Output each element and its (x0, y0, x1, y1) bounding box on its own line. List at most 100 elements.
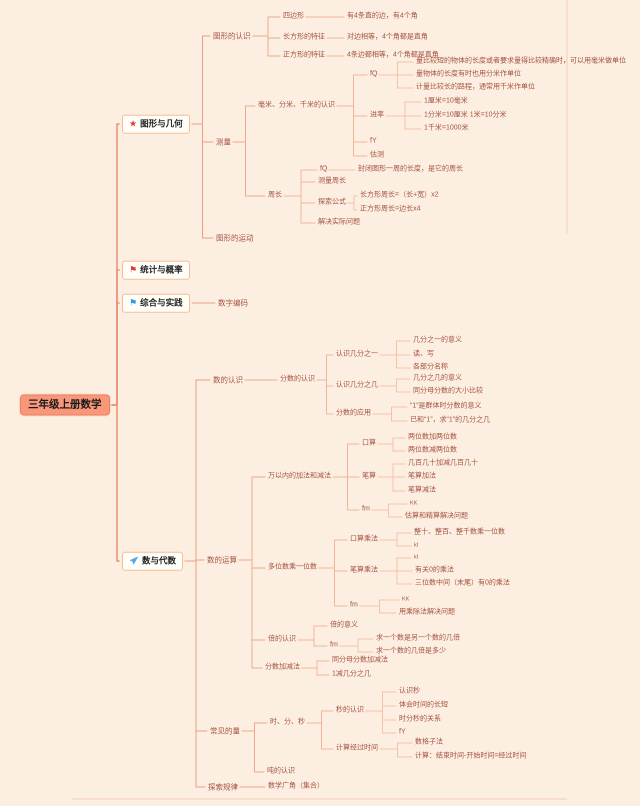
mindmap-node[interactable]: “1”是群体时分数的意义 (410, 403, 482, 412)
branch-node[interactable]: ⚑ 综合与实践 (122, 293, 190, 313)
mindmap-node[interactable]: 用乘除法解决问题 (399, 609, 455, 618)
mindmap-node[interactable]: 时分秒的关系 (399, 716, 441, 725)
mindmap-node[interactable]: 已和“1”，求“1”的几分之几 (410, 417, 490, 426)
mindmap-node[interactable]: 长方形周长=（长+宽）x2 (360, 192, 439, 201)
mindmap-node[interactable]: 笔算乘法 (350, 567, 378, 576)
mindmap-node[interactable]: 分数的应用 (336, 410, 371, 419)
mindmap-node[interactable]: 计算经过时间 (336, 745, 378, 754)
node-label: fY (370, 137, 377, 145)
mindmap-node[interactable]: 毫米、分米、千米的认识 (258, 102, 335, 111)
mindmap-node[interactable]: 求一个数是另一个数的几倍 (376, 635, 460, 644)
branch-node[interactable]: ⚑ 统计与概率 (122, 260, 190, 280)
mindmap-node[interactable]: 各部分名称 (413, 364, 448, 373)
mindmap-node[interactable]: 测量 (216, 137, 231, 146)
mindmap-node[interactable]: fm (350, 602, 358, 611)
mindmap-node[interactable]: 计量比较长的路程，通常用千米作单位 (416, 84, 535, 93)
mindmap-node[interactable]: 认识秒 (399, 688, 420, 697)
connector-line (336, 105, 368, 157)
mindmap-node[interactable]: fY (370, 138, 377, 147)
mindmap-node[interactable]: KK (410, 501, 417, 508)
mindmap-node[interactable]: 有4条直的边，有4个角 (347, 13, 418, 22)
mindmap-node[interactable]: 笔算 (362, 473, 376, 482)
mindmap-node[interactable]: 有关0的乘法 (415, 567, 454, 576)
mindmap-node[interactable]: fm (330, 642, 338, 651)
mindmap-node[interactable]: 时、分、秒 (270, 719, 305, 728)
mindmap-node[interactable]: 分数加减法 (265, 664, 300, 673)
red-flag-icon: ⚑ (129, 264, 138, 275)
mindmap-node[interactable]: kI (414, 543, 418, 550)
mindmap-node[interactable]: 万以内的加法和减法 (268, 473, 331, 482)
mindmap-node[interactable]: 进率 (370, 112, 384, 121)
mindmap-node[interactable]: 正方形周长=边长x4 (360, 206, 420, 215)
mindmap-node[interactable]: 正方形的特征 (283, 52, 325, 61)
mindmap-node[interactable]: 多位数乘一位数 (268, 564, 317, 573)
mindmap-node[interactable]: 求一个数的几倍是多少 (376, 648, 446, 657)
mindmap-node[interactable]: 数字编码 (218, 298, 248, 307)
mindmap-node[interactable]: 周长 (268, 192, 282, 201)
mindmap-node[interactable]: 对边相等，4个角都是直角 (347, 34, 428, 43)
mindmap-node[interactable]: 吨的认识 (267, 768, 295, 777)
mindmap-node[interactable]: 两位数加两位数 (408, 434, 457, 443)
mindmap-node[interactable]: 图形的认识 (213, 31, 251, 40)
mindmap-node[interactable]: 量比较短的物体的长度或者要求量得比较精确时，可以用毫米做单位 (416, 58, 626, 67)
node-label: 量物体的长度有时也用分米作单位 (416, 70, 521, 78)
mindmap-node[interactable]: 倍的意义 (330, 622, 358, 631)
mindmap-node[interactable]: 认识几分之几 (336, 382, 378, 391)
mindmap-node[interactable]: 数格子法 (415, 739, 443, 748)
mindmap-node[interactable]: 量物体的长度有时也用分米作单位 (416, 71, 521, 80)
mindmap-node[interactable]: 估算和精算解决问题 (405, 513, 468, 522)
branch-node[interactable]: 数与代数 (122, 551, 184, 571)
mindmap-node[interactable]: 四边形 (283, 13, 304, 22)
mindmap-node[interactable]: fm (362, 506, 370, 515)
mindmap-node[interactable]: 封闭图形一周的长度，是它的周长 (358, 166, 463, 175)
mindmap-node[interactable]: 笔算减法 (408, 487, 436, 496)
mindmap-node[interactable]: fY (399, 729, 406, 738)
mindmap-node[interactable]: 分数的认识 (280, 376, 315, 385)
mindmap-node[interactable]: 口算 (362, 440, 376, 449)
mindmap-node[interactable]: KK (402, 597, 409, 604)
node-label: fY (399, 728, 406, 736)
mindmap-node[interactable]: 测量周长 (318, 178, 346, 187)
mindmap-node[interactable]: 计算：结束时间-开始时间=经过时间 (415, 753, 526, 762)
mindmap-node[interactable]: 解决实际问题 (318, 219, 360, 228)
mindmap-node[interactable]: 探索公式 (318, 199, 346, 208)
mindmap-node[interactable]: 几分之几的意义 (413, 375, 462, 384)
mindmap-node[interactable]: 探索规律 (208, 782, 238, 791)
mindmap-node[interactable]: 长方形的特征 (283, 34, 325, 43)
mindmap-node[interactable]: 两位数减两位数 (408, 447, 457, 456)
mindmap-node[interactable]: 读、写 (413, 351, 434, 360)
mindmap-node[interactable]: 1千米=1000米 (424, 125, 469, 134)
mindmap-node[interactable]: 常见的量 (210, 726, 240, 735)
node-label: 三年级上册数学 (28, 398, 102, 411)
mindmap-node[interactable]: 笔算加法 (408, 473, 436, 482)
mindmap-node[interactable]: 图形的运动 (216, 233, 254, 242)
mindmap-node[interactable]: 1减几分之几 (332, 671, 371, 680)
mindmap-node[interactable]: 口算乘法 (350, 536, 378, 545)
mindmap-node[interactable]: kI (414, 555, 418, 562)
mindmap-node[interactable]: 数的运算 (207, 555, 237, 564)
mindmap-node[interactable]: 整十、整百、整千数乘一位数 (414, 529, 505, 538)
mindmap-node[interactable]: 1厘米=10毫米 (424, 98, 468, 107)
branch-node[interactable]: ★ 图形与几何 (122, 114, 190, 134)
mindmap-node[interactable]: 数学广角（集合） (268, 783, 324, 792)
connector-line (111, 269, 120, 406)
mindmap-node[interactable]: 秒的认识 (336, 707, 364, 716)
node-label: 常见的量 (210, 726, 240, 736)
mindmap-node[interactable]: 同分母分数的大小比较 (413, 388, 483, 397)
node-label: fQ (370, 70, 378, 78)
mindmap-node[interactable]: 几分之一的意义 (413, 337, 462, 346)
node-label: 图形的认识 (213, 31, 251, 41)
mindmap-node[interactable]: fQ (320, 166, 327, 175)
mindmap-node[interactable]: 1分米=10厘米 1米=10分米 (424, 112, 506, 121)
mindmap-node[interactable]: 4条边都相等，4个角都是直角 (347, 52, 439, 61)
mindmap-node[interactable]: 认识几分之一 (336, 351, 378, 360)
mindmap-node[interactable]: 体会时间的长短 (399, 702, 448, 711)
mindmap-node[interactable]: 三位数中间（末尾）有0的乘法 (415, 580, 510, 589)
mindmap-node[interactable]: 估测 (370, 152, 384, 161)
root-node[interactable]: 三年级上册数学 (20, 394, 110, 416)
mindmap-node[interactable]: 同分母分数加减法 (332, 657, 388, 666)
mindmap-node[interactable]: 倍的认识 (268, 636, 296, 645)
mindmap-node[interactable]: 数的认识 (213, 375, 243, 384)
mindmap-node[interactable]: 几百几十加减几百几十 (408, 460, 478, 469)
mindmap-node[interactable]: fQ (370, 71, 377, 80)
